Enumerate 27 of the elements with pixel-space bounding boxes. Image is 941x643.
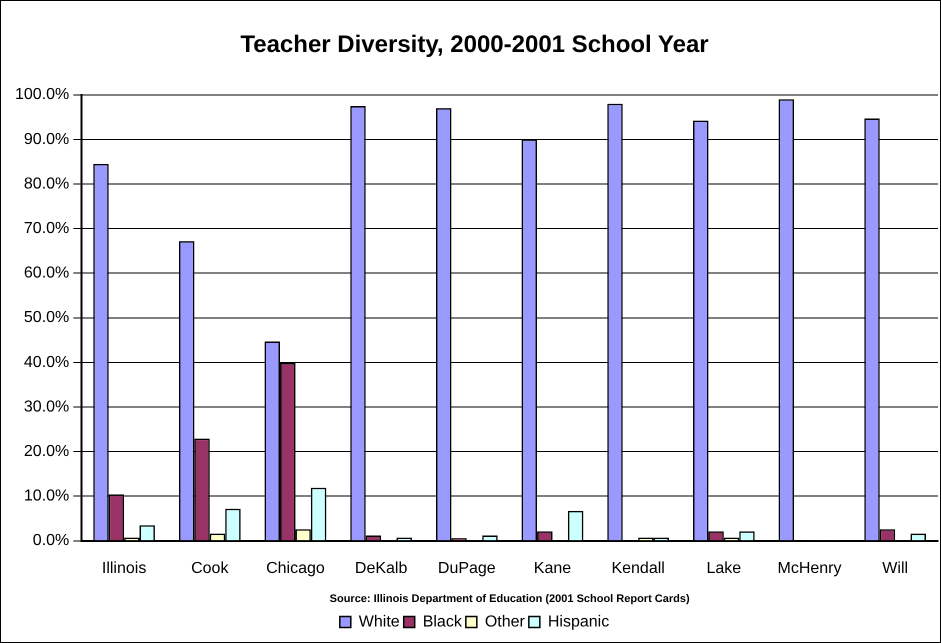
y-tick-label: 10.0%	[24, 488, 70, 505]
x-tick-label: Lake	[706, 560, 742, 577]
legend-label: White	[358, 613, 400, 630]
y-tick-label: 90.0%	[24, 130, 70, 148]
y-tick-label: 30.0%	[24, 398, 70, 416]
legend-label: Other	[484, 613, 526, 630]
x-tick-label: Cook	[191, 560, 230, 577]
y-tick-label: 60.0%	[24, 264, 70, 282]
source-note: Source: Illinois Department of Education (2001 School Report Cards)	[330, 593, 690, 606]
legend-label: Black	[422, 613, 463, 630]
y-tick-label: 100.0%	[15, 86, 70, 104]
y-tick-label: 50.0%	[24, 309, 70, 326]
x-tick-label: Chicago	[266, 560, 325, 577]
y-tick-label: 40.0%	[24, 354, 70, 371]
x-tick-label: DeKalb	[354, 560, 408, 577]
y-tick-label: 0.0%	[32, 532, 70, 550]
y-tick-label: 70.0%	[24, 220, 70, 238]
x-tick-label: Kane	[534, 560, 572, 577]
x-tick-label: Kendall	[611, 560, 665, 577]
y-tick-label: 80.0%	[24, 175, 70, 192]
chart-title: Teacher Diversity, 2000-2001 School Year	[240, 31, 709, 58]
x-tick-label: Will	[882, 560, 908, 577]
x-tick-label: Illinois	[102, 560, 146, 577]
legend-label: Hispanic	[548, 613, 610, 630]
x-tick-label: DuPage	[438, 560, 496, 577]
x-tick-label: McHenry	[777, 560, 842, 577]
y-tick-label: 20.0%	[24, 443, 70, 460]
